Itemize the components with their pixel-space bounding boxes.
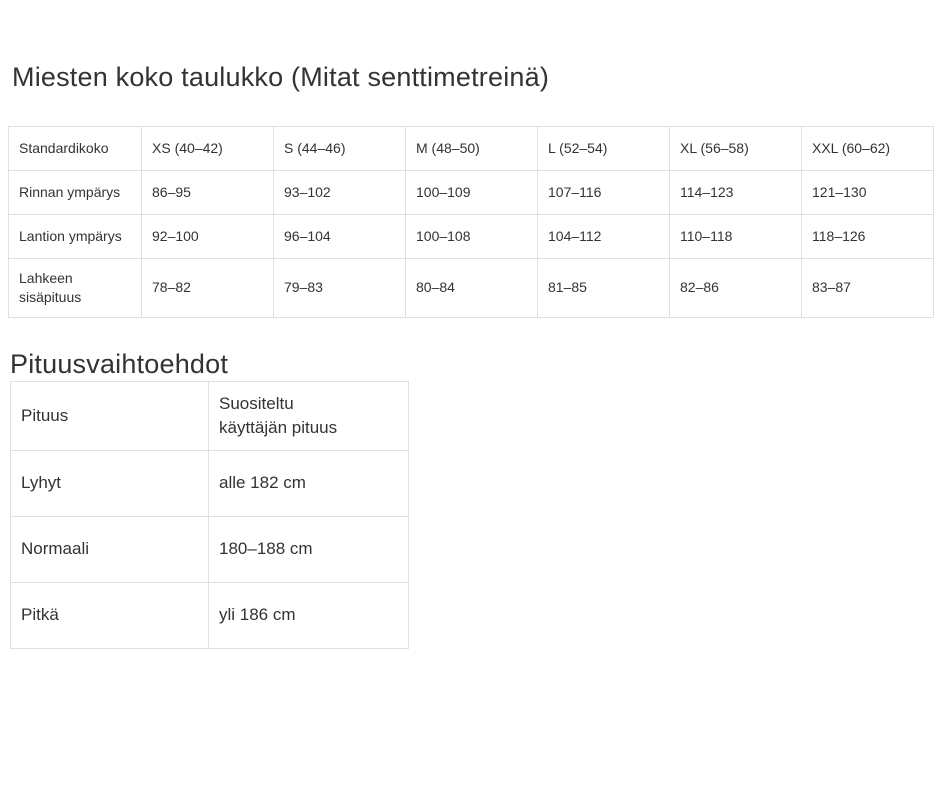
size-value-cell: 92–100 xyxy=(141,214,274,259)
size-value-cell: 100–108 xyxy=(405,214,538,259)
row-label: Lyhyt xyxy=(10,449,209,517)
length-value-cell: 180–188 cm xyxy=(208,515,409,583)
size-table-header-row: Standardikoko XS (40–42) S (44–46) M (48… xyxy=(8,126,934,171)
size-value-cell: 96–104 xyxy=(273,214,406,259)
length-value-cell: alle 182 cm xyxy=(208,449,409,517)
length-table-row-short: Lyhyt alle 182 cm xyxy=(10,449,409,517)
size-value-cell: 79–83 xyxy=(273,258,406,318)
size-value-cell: 80–84 xyxy=(405,258,538,318)
size-value-cell: 100–109 xyxy=(405,170,538,215)
length-table-header-cell: Suositeltu käyttäjän pituus xyxy=(208,381,409,451)
length-value-cell: yli 186 cm xyxy=(208,581,409,649)
size-table-row-hip: Lantion ympärys 92–100 96–104 100–108 10… xyxy=(8,214,934,259)
size-value-cell: 110–118 xyxy=(669,214,802,259)
size-table-header-cell: S (44–46) xyxy=(273,126,406,171)
size-table-header-cell: Standardikoko xyxy=(8,126,142,171)
size-table-row-chest: Rinnan ympärys 86–95 93–102 100–109 107–… xyxy=(8,170,934,215)
size-value-cell: 121–130 xyxy=(801,170,934,215)
size-table-header-cell: XS (40–42) xyxy=(141,126,274,171)
mens-size-table: Standardikoko XS (40–42) S (44–46) M (48… xyxy=(8,126,934,318)
size-value-cell: 93–102 xyxy=(273,170,406,215)
size-value-cell: 81–85 xyxy=(537,258,670,318)
size-table-header-cell: XL (56–58) xyxy=(669,126,802,171)
length-options-table: Pituus Suositeltu käyttäjän pituus Lyhyt… xyxy=(10,381,409,649)
length-table-header-text: Suositeltu käyttäjän pituus xyxy=(219,394,338,437)
length-options-title: Pituusvaihtoehdot xyxy=(10,349,229,379)
size-value-cell: 118–126 xyxy=(801,214,934,259)
row-label: Lahkeen sisäpituus xyxy=(8,258,142,318)
size-value-cell: 78–82 xyxy=(141,258,274,318)
size-table-header-cell: M (48–50) xyxy=(405,126,538,171)
size-value-cell: 82–86 xyxy=(669,258,802,318)
size-value-cell: 114–123 xyxy=(669,170,802,215)
row-label: Lantion ympärys xyxy=(8,214,142,259)
size-table-header-cell: L (52–54) xyxy=(537,126,670,171)
row-label: Normaali xyxy=(10,515,209,583)
row-label: Pitkä xyxy=(10,581,209,649)
mens-size-chart-title: Miesten koko taulukko (Mitat senttimetre… xyxy=(12,62,550,92)
length-table-header-cell: Pituus xyxy=(10,381,209,451)
length-table-row-normal: Normaali 180–188 cm xyxy=(10,515,409,583)
size-value-cell: 86–95 xyxy=(141,170,274,215)
size-table-row-inseam: Lahkeen sisäpituus 78–82 79–83 80–84 81–… xyxy=(8,258,934,318)
size-table-header-cell: XXL (60–62) xyxy=(801,126,934,171)
size-value-cell: 107–116 xyxy=(537,170,670,215)
row-label: Rinnan ympärys xyxy=(8,170,142,215)
size-value-cell: 83–87 xyxy=(801,258,934,318)
size-value-cell: 104–112 xyxy=(537,214,670,259)
length-table-row-long: Pitkä yli 186 cm xyxy=(10,581,409,649)
length-table-header-row: Pituus Suositeltu käyttäjän pituus xyxy=(10,381,409,451)
